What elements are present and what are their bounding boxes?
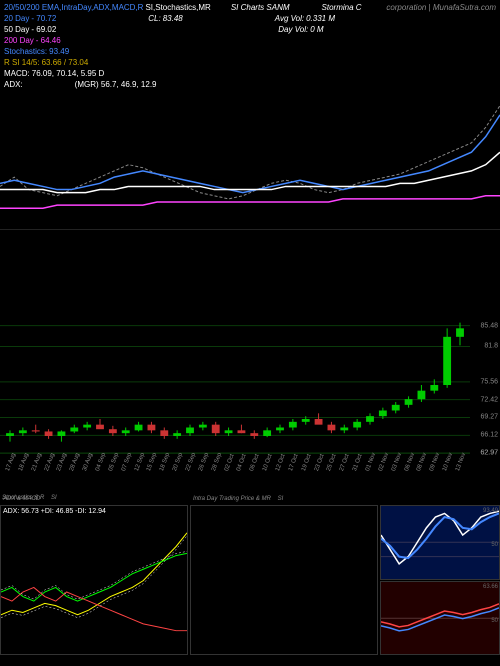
title-mid: SI,Stochastics,MR [145, 2, 210, 13]
macd-label: MACD: [4, 68, 30, 79]
stoch-sub: SI [51, 495, 57, 501]
adx-label: ADX: [4, 79, 23, 90]
header: 20/50/200 EMA,IntraDay,ADX,MACD,R SI,Sto… [0, 0, 500, 103]
macd-value: 76.09, 70.14, 5.95 D [32, 68, 105, 79]
avgvol-value: 0.331 M [306, 13, 335, 24]
stoch-title: Stochastics & R [2, 495, 44, 501]
stoch-val: 93.49 [483, 508, 498, 514]
intra-sub: SI [278, 496, 284, 502]
rsi-label: R SI 14/5: [4, 57, 40, 68]
adx-text: ADX: 56.73 +DI: 46.85 -DI: 12.94 [3, 508, 106, 515]
stochastics-panel[interactable]: 93.49 50 [380, 505, 500, 580]
candle-y-axis: 85.4881.875.5672.4269.2766.1262.9762.976… [470, 300, 500, 470]
dayvol-value: 0 M [310, 24, 323, 35]
cl-label: CL: [148, 13, 160, 24]
ema20-value: - 70.72 [31, 13, 56, 24]
corp: corporation | MunafaSutra.com [386, 2, 496, 13]
adx-macd-panel[interactable]: ADX & MACD ADX: 56.73 +DI: 46.85 -DI: 12… [0, 505, 188, 655]
ema50-value: - 69.02 [31, 24, 56, 35]
title-charts: SI Charts SANM [231, 2, 290, 13]
intra-title: Intra Day Trading Price & MR [193, 496, 271, 502]
stoch-label: Stochastics: [4, 46, 47, 57]
cl-value: 83.48 [163, 13, 183, 24]
rsi-value: 63.66 / 73.04 [42, 57, 89, 68]
intraday-panel[interactable]: Intra Day Trading Price & MR SI [190, 505, 378, 655]
candle-chart[interactable] [0, 300, 470, 470]
rsi-panel[interactable]: 63.66 50 [380, 581, 500, 656]
ema200-label: 200 Day [4, 35, 34, 46]
rsi-val: 63.66 [483, 584, 498, 590]
ema20-label: 20 Day [4, 13, 29, 24]
title-left: 20/50/200 EMA,IntraDay,ADX,MACD,R [4, 2, 143, 13]
stormina: Stormina C [322, 2, 362, 13]
avgvol-label: Avg Vol: [275, 13, 304, 24]
price-chart[interactable] [0, 90, 500, 230]
ema50-label: 50 Day [4, 24, 29, 35]
stoch-rsi-container: Stochastics & R SI 93.49 50 63.66 50 [380, 505, 500, 655]
ema200-value: - 64.46 [36, 35, 61, 46]
dayvol-label: Day Vol: [278, 24, 308, 35]
adx-value: (MGR) 56.7, 46.9, 12.9 [75, 79, 157, 90]
bottom-panels: ADX & MACD ADX: 56.73 +DI: 46.85 -DI: 12… [0, 505, 500, 655]
stoch-value: 93.49 [49, 46, 69, 57]
